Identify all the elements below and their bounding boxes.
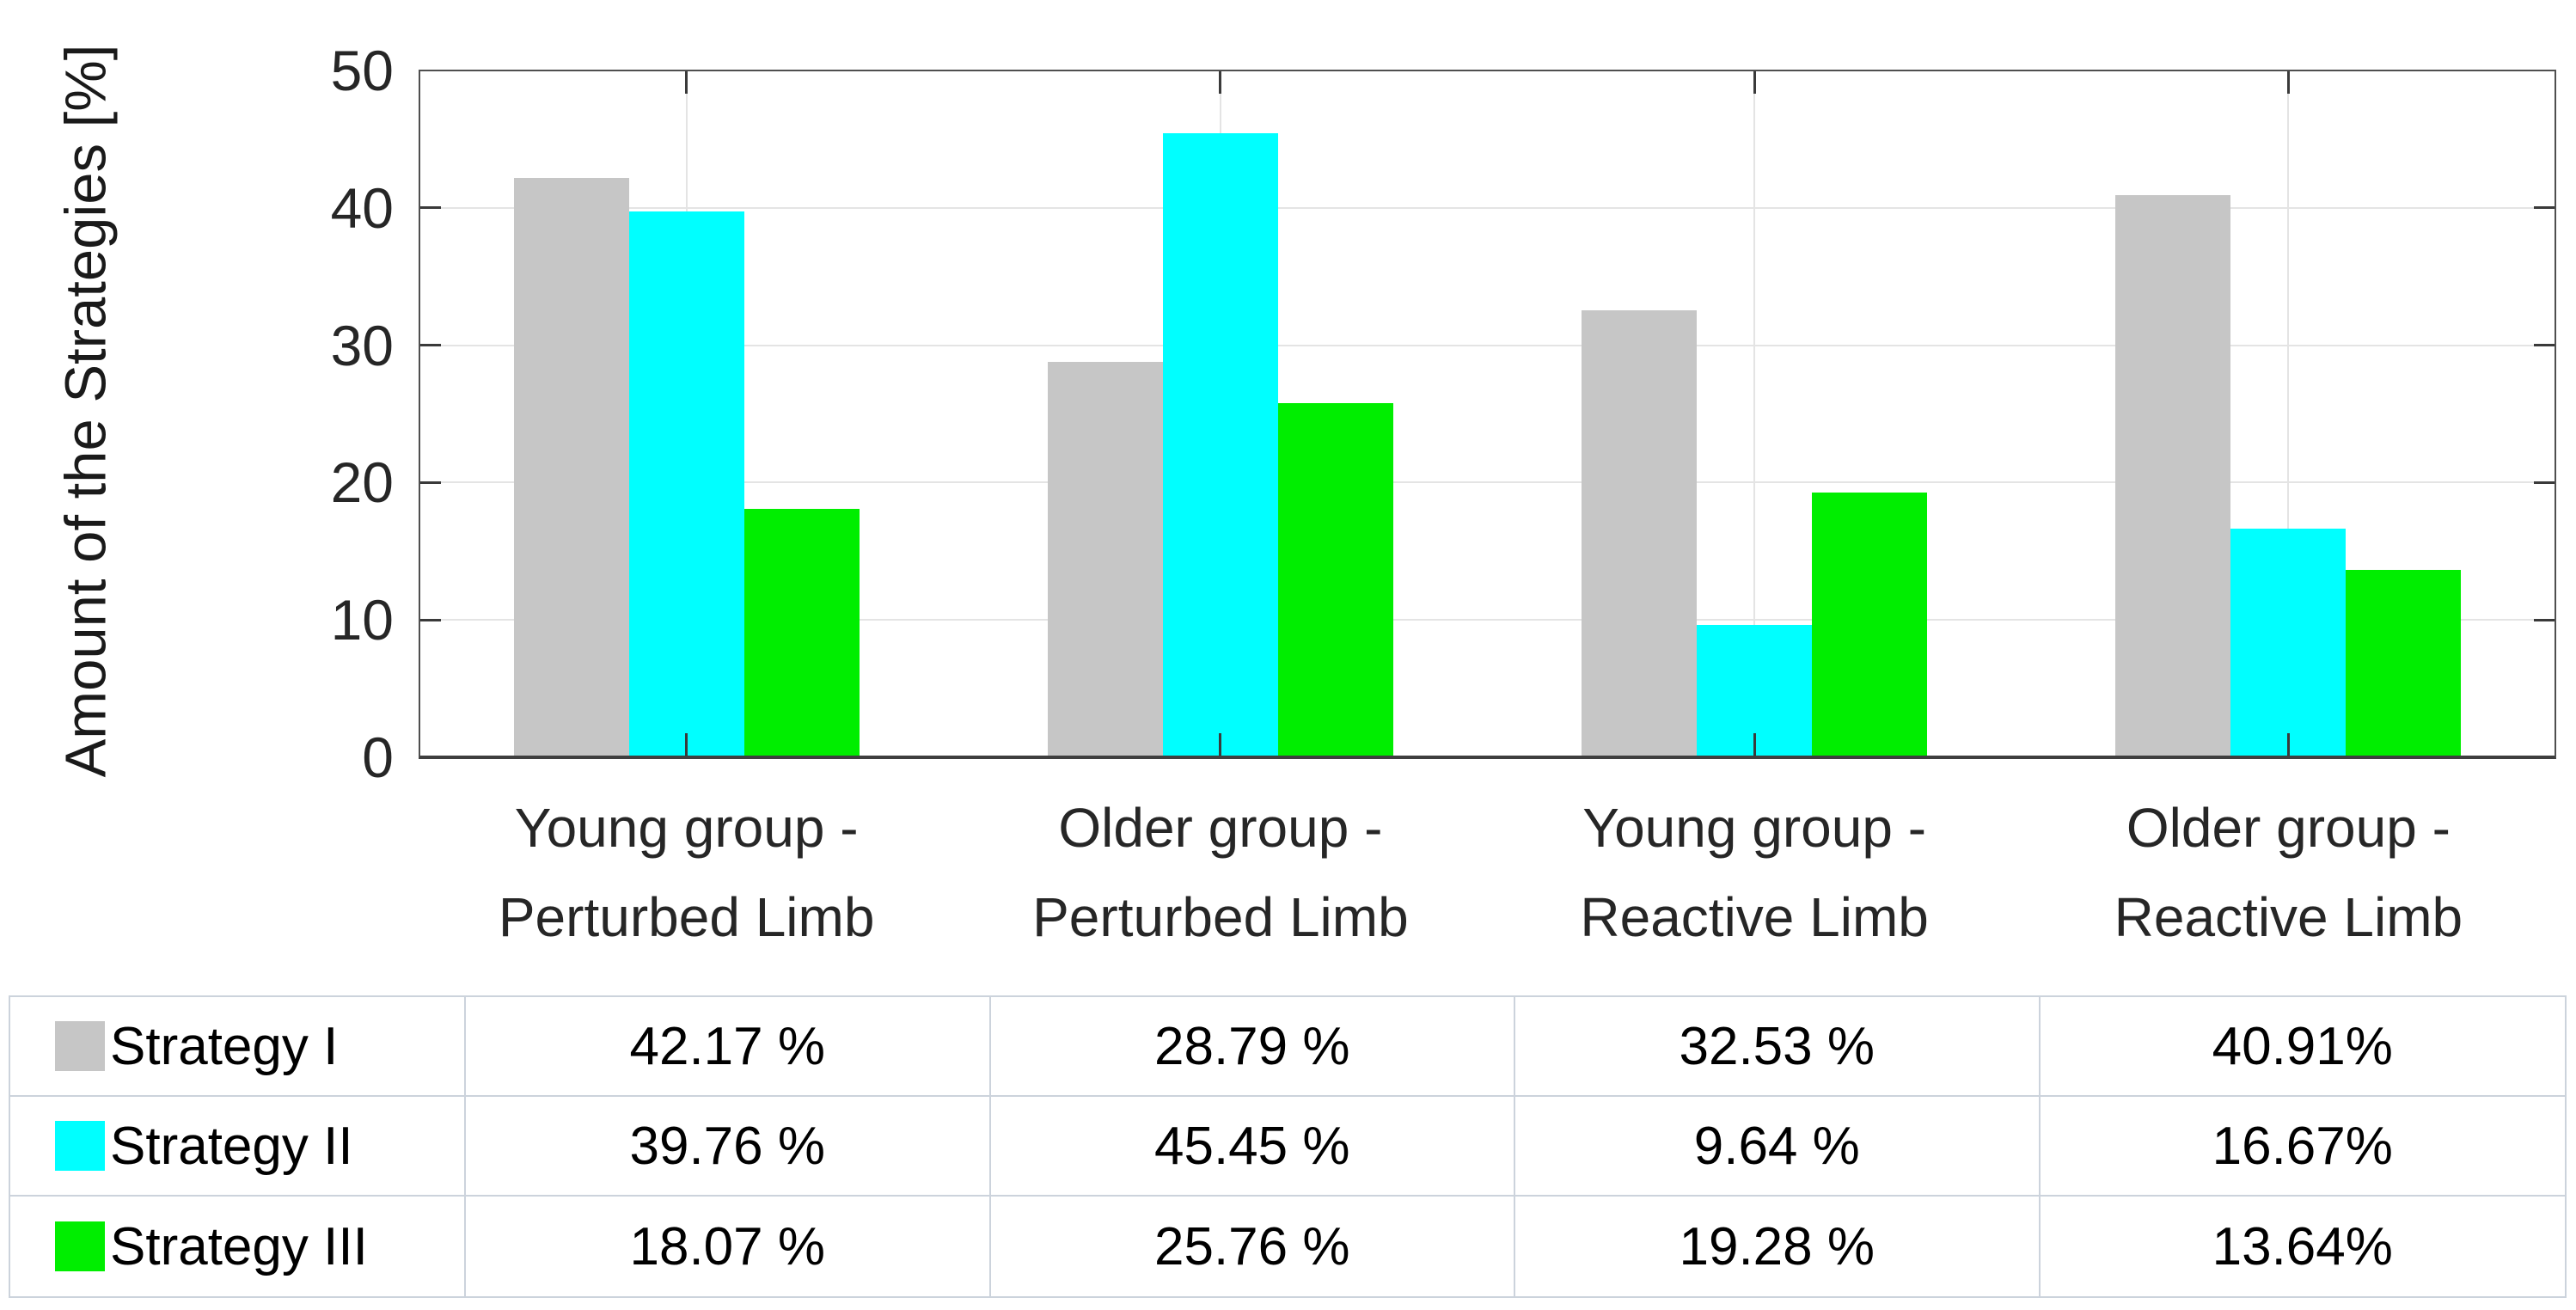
x-tickmark-bottom [1753, 733, 1756, 756]
x-category-label: Young group - Reactive Limb [1488, 784, 2022, 962]
y-tickmark-right [2534, 206, 2555, 210]
x-category-label-line: Perturbed Limb [1032, 885, 1409, 948]
bar-strategy-iii-cat2 [1277, 403, 1393, 757]
h-gridline [420, 344, 2555, 346]
y-axis-title: Amount of the Strategies [%] [53, 44, 119, 778]
x-category-label-line: Older group - [2126, 797, 2451, 859]
legend-swatch [55, 1221, 105, 1271]
value-cell: 13.64% [2040, 1197, 2565, 1296]
bar-strategy-iii-cat4 [2346, 570, 2462, 757]
y-tickmark-right [2534, 344, 2555, 347]
strategy-table: Strategy I 42.17 % 28.79 % 32.53 % 40.91% Str… [9, 995, 2567, 1298]
x-category-label-line: Reactive Limb [2114, 885, 2463, 948]
x-tickmark-top [685, 71, 688, 94]
x-category-label-line: Perturbed Limb [498, 885, 875, 948]
value-cell: 45.45 % [990, 1097, 1515, 1197]
x-tickmark-bottom [1219, 733, 1222, 756]
legend-label: Strategy I [110, 1016, 339, 1076]
value-cell: 32.53 % [1515, 997, 2041, 1097]
bar-strategy-ii-cat4 [2230, 528, 2347, 757]
x-category-label-line: Young group - [1582, 797, 1926, 859]
bar-strategy-ii-cat1 [628, 211, 744, 757]
y-tick-label: 40 [330, 175, 394, 240]
legend-label: Strategy II [110, 1116, 353, 1176]
x-tickmark-top [1753, 71, 1756, 94]
x-tickmark-bottom [685, 733, 688, 756]
value-cell: 39.76 % [466, 1097, 991, 1197]
legend-label: Strategy III [110, 1216, 368, 1276]
y-tick-label: 20 [330, 450, 394, 515]
x-category-label-line: Young group - [514, 797, 859, 859]
bar-strategy-iii-cat1 [743, 509, 860, 757]
value-cell: 9.64 % [1515, 1097, 2041, 1197]
h-gridline [420, 206, 2555, 209]
y-tickmark-right [2534, 481, 2555, 484]
v-gridline [1753, 71, 1756, 756]
y-tick-label: 10 [330, 588, 394, 652]
bar-strategy-i-cat2 [1047, 361, 1163, 757]
v-gridline [2287, 71, 2290, 756]
x-category-label-line: Reactive Limb [1580, 885, 1929, 948]
y-tickmark-right [2534, 618, 2555, 621]
x-tickmark-top [2286, 71, 2290, 94]
bar-strategy-i-cat4 [2115, 195, 2231, 757]
value-cell: 18.07 % [466, 1197, 991, 1296]
table-row-legend-cell: Strategy I [10, 997, 466, 1097]
x-category-label-line: Older group - [1058, 797, 1383, 859]
y-tick-label: 50 [330, 39, 394, 102]
bar-strategy-i-cat3 [1582, 310, 1698, 757]
legend-swatch [55, 1121, 105, 1171]
value-cell: 25.76 % [990, 1197, 1515, 1296]
y-tick-label: 0 [362, 725, 394, 789]
value-cell: 16.67% [2040, 1097, 2565, 1197]
x-category-label: Young group - Perturbed Limb [419, 784, 953, 962]
h-gridline [420, 481, 2555, 484]
value-cell: 40.91% [2040, 997, 2565, 1097]
x-category-label: Older group - Perturbed Limb [953, 784, 1487, 962]
table-row-legend-cell: Strategy II [10, 1097, 466, 1197]
bar-strategy-iii-cat3 [1812, 492, 1928, 757]
value-cell: 42.17 % [466, 997, 991, 1097]
value-cell: 28.79 % [990, 997, 1515, 1097]
x-tickmark-bottom [2286, 733, 2290, 756]
y-tickmark-left [420, 481, 441, 484]
x-tickmark-top [1219, 71, 1222, 94]
x-category-label: Older group - Reactive Limb [2022, 784, 2555, 962]
table-row-legend-cell: Strategy III [10, 1197, 466, 1296]
y-tickmark-left [420, 344, 441, 347]
legend-swatch [55, 1021, 105, 1071]
y-tickmark-left [420, 618, 441, 621]
value-cell: 19.28 % [1515, 1197, 2041, 1296]
y-tickmark-left [420, 206, 441, 210]
bar-strategy-ii-cat2 [1162, 132, 1278, 757]
h-gridline [420, 619, 2555, 621]
y-tick-label: 30 [330, 313, 394, 377]
bar-strategy-i-cat1 [513, 178, 629, 757]
